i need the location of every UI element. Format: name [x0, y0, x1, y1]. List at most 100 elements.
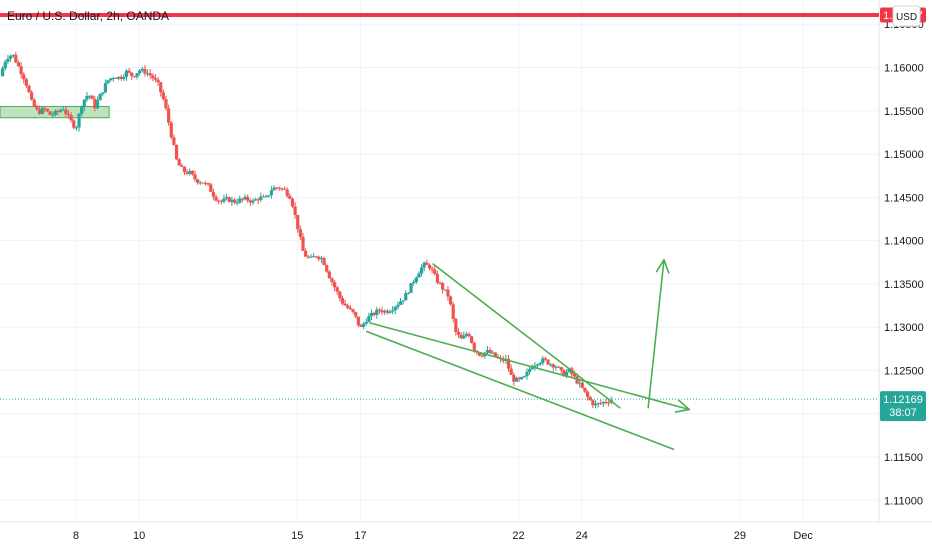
candle-body	[464, 333, 468, 336]
candle-body	[164, 98, 168, 109]
wedge-upper-line[interactable]	[432, 263, 621, 409]
currency-button[interactable]: USD	[892, 5, 921, 27]
time-tick-label: Dec	[793, 530, 813, 542]
candle-body	[322, 258, 326, 266]
candle-body	[578, 382, 582, 384]
breakdown-arrow[interactable]	[369, 322, 691, 411]
candle-body	[535, 364, 540, 366]
candle-body	[40, 108, 44, 114]
candle-body	[454, 318, 458, 332]
candle-body	[246, 196, 250, 201]
candle-body	[290, 198, 295, 207]
breakout-arrow[interactable]	[647, 258, 665, 409]
candle-body	[398, 301, 403, 305]
candle-body	[222, 198, 226, 202]
candle-body	[211, 191, 216, 197]
candle-body	[196, 179, 200, 183]
candle-body	[583, 387, 587, 392]
candle-body	[51, 114, 55, 116]
candle-body	[188, 171, 192, 174]
candle-body	[272, 187, 276, 191]
candle-body	[564, 371, 569, 377]
candle-body	[6, 58, 10, 62]
candle-body	[98, 93, 102, 101]
candle-body	[585, 391, 590, 397]
candle-body	[259, 196, 263, 200]
candle-body	[567, 368, 571, 372]
bar-countdown-label: 38:07	[889, 407, 917, 419]
time-tick-label: 29	[734, 530, 746, 542]
candle-body	[472, 342, 476, 351]
candle-body	[488, 349, 492, 354]
candle-body	[277, 187, 281, 189]
candle-body	[425, 262, 429, 265]
candle-body	[64, 109, 68, 115]
candle-body	[45, 109, 50, 112]
candle-body	[562, 370, 566, 377]
candle-body	[72, 120, 76, 128]
candle-body	[390, 310, 395, 312]
candle-body	[430, 268, 434, 270]
time-tick-label: 8	[73, 530, 79, 542]
candle-body	[549, 364, 553, 366]
candle-body	[161, 92, 165, 99]
candle-body	[77, 113, 81, 128]
candle-body	[412, 282, 416, 284]
price-tick-label: 1.15000	[884, 149, 924, 161]
candle-body	[304, 250, 308, 257]
breakout-arrow-head	[655, 258, 670, 274]
candle-body	[243, 196, 247, 200]
grid	[0, 0, 879, 522]
time-axis-panel[interactable]	[0, 522, 932, 550]
candle-body	[198, 182, 202, 184]
time-tick-label: 15	[291, 530, 303, 542]
price-tick-label: 1.14000	[884, 236, 924, 248]
candle-body	[30, 92, 34, 100]
candle-body	[467, 333, 471, 337]
candle-body	[169, 122, 173, 138]
price-tick-label: 1.14500	[884, 192, 924, 204]
candle-body	[438, 282, 442, 284]
current-price-tag: 1.12169 38:07	[880, 391, 926, 422]
candle-body	[493, 352, 497, 357]
candle-body	[172, 137, 176, 146]
candle-body	[174, 145, 179, 160]
candle-body	[369, 312, 374, 317]
candle-body	[330, 278, 334, 283]
wedge-lower-line[interactable]	[365, 330, 675, 451]
candle-body	[24, 79, 28, 86]
candle-body	[593, 403, 598, 406]
candle-body	[103, 83, 107, 93]
candle-body	[417, 273, 421, 278]
candle-body	[485, 349, 490, 353]
candle-body	[143, 68, 147, 74]
candle-body	[375, 309, 379, 315]
candle-body	[3, 61, 7, 69]
candle-body	[599, 403, 603, 405]
price-axis-panel[interactable]	[879, 0, 932, 522]
candle-body	[551, 364, 555, 368]
candle-body	[528, 369, 532, 372]
candle-body	[48, 111, 52, 115]
candle-body	[101, 92, 105, 94]
candle-body	[85, 95, 89, 100]
candle-body	[477, 352, 482, 356]
candle-body	[470, 336, 474, 343]
candle-body	[404, 293, 408, 301]
candle-body	[8, 55, 13, 59]
candle-body	[130, 72, 134, 77]
candle-body	[82, 99, 86, 107]
candle-body	[14, 54, 18, 63]
candle-body	[106, 80, 110, 84]
candle-body	[401, 300, 405, 302]
candle-body	[377, 309, 382, 311]
candle-body	[525, 371, 529, 377]
price-tick-label: 1.13000	[884, 322, 924, 334]
candle-body	[240, 198, 245, 200]
candle-body	[264, 196, 268, 198]
candle-body	[138, 70, 142, 74]
candle-body	[280, 188, 284, 190]
candle-body	[514, 377, 519, 382]
candle-body	[293, 206, 297, 215]
